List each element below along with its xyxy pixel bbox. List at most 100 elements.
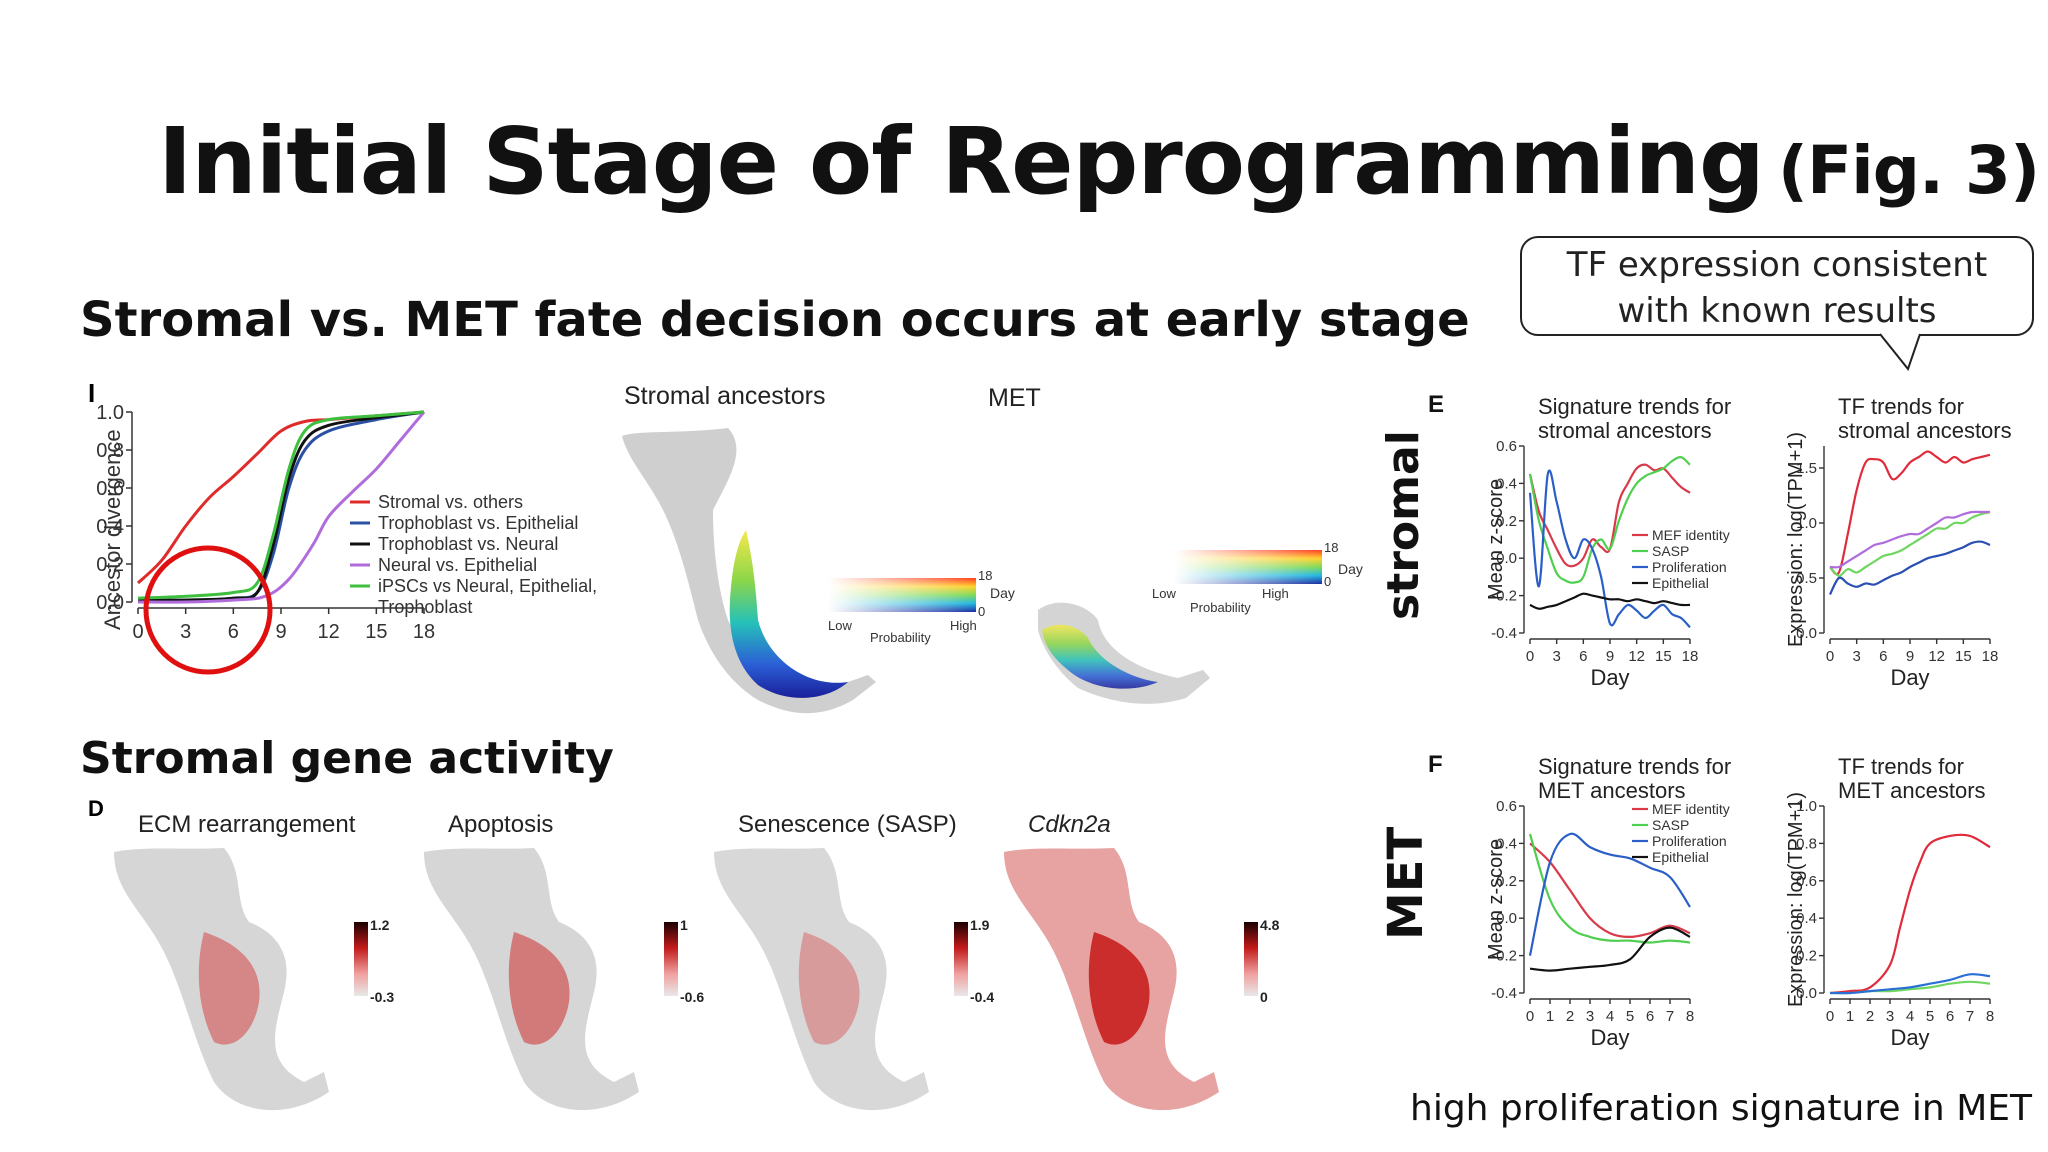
panel-f-left-legend-label: Proliferation xyxy=(1652,833,1727,849)
panel-i-legend-label: Trophoblast xyxy=(378,597,472,617)
panel-e-left-title-line2: stromal ancestors xyxy=(1538,418,1712,443)
panel-e-right-xtick-label: 15 xyxy=(1955,648,1972,665)
panel-i-series-line xyxy=(137,411,426,604)
panel-e-left-ytick-label: 0.2 xyxy=(1496,513,1517,530)
panel-e-left-series-line xyxy=(1528,469,1691,629)
panel-e-right-title-line2: stromal ancestors xyxy=(1838,418,2012,443)
panel-e-left-series-line xyxy=(1529,592,1691,610)
panel-e-right-ytick-label: 1.0 xyxy=(1796,515,1817,532)
title-fig-ref: (Fig. 3) xyxy=(1777,132,2040,209)
panel-d-map-title: Cdkn2a xyxy=(1028,811,1111,838)
panel-f-left-ylabel: Mean z-score xyxy=(1485,839,1507,960)
slide-title: Initial Stage of Reprogramming (Fig. 3) xyxy=(158,108,2040,215)
panel-f-right-xtick-label: 5 xyxy=(1926,1008,1934,1025)
stromal-map-probability xyxy=(729,530,848,698)
panel-f-left-xlabel: Day xyxy=(1590,1025,1629,1050)
panel-i-xtick-label: 18 xyxy=(413,621,435,643)
panel-d-colorbar-max: 4.8 xyxy=(1260,917,1280,933)
panel-f-right-xlabel: Day xyxy=(1890,1025,1929,1050)
panel-i-series-line xyxy=(137,410,425,602)
panel-e-left-ylabel: Mean z-score xyxy=(1485,479,1507,600)
panel-f-left-ytick-label: 0.6 xyxy=(1496,798,1517,815)
panel-i-legend-label: iPSCs vs Neural, Epithelial, xyxy=(378,576,597,596)
panel-i-legend-label: Stromal vs. others xyxy=(378,492,523,512)
fate-maps: 18 0 Day Low High Probability 18 0 Day L… xyxy=(622,428,1363,714)
panel-i-letter: I xyxy=(88,380,95,408)
panel-d-map-activity xyxy=(508,932,570,1045)
panel-e-left-ytick-label: 0.6 xyxy=(1496,438,1517,455)
panel-f-right-xtick-label: 0 xyxy=(1826,1008,1834,1025)
panel-d-colorbar-min: -0.4 xyxy=(970,989,994,1005)
panel-f-right-title-line2: MET ancestors xyxy=(1838,778,1986,803)
panel-f-left-series-line xyxy=(1529,842,1691,939)
callout-box: TF expression consistent with known resu… xyxy=(1520,236,2034,336)
panel-d: D ECM rearrangement 1.2 -0.3 Apoptosis 1 -0.6… xyxy=(88,796,1280,1111)
panel-f-left-title-line2: MET ancestors xyxy=(1538,778,1686,803)
panel-i-ytick-label: 0.6 xyxy=(96,478,124,500)
panel-f-right-ytick-label: 0.4 xyxy=(1796,910,1817,927)
met-scale-probability: Probability xyxy=(1190,600,1251,615)
panel-d-letter: D xyxy=(88,796,104,821)
title-text: Initial Stage of Reprogramming xyxy=(158,108,1765,215)
panel-f-right-xtick-label: 7 xyxy=(1966,1008,1974,1025)
panel-i-xtick-label: 6 xyxy=(228,621,239,643)
panel-f-left-xtick-label: 2 xyxy=(1566,1008,1574,1025)
panel-d-map-activity xyxy=(198,932,260,1045)
panel-e-letter: E xyxy=(1428,391,1444,418)
panel-e-left-legend-label: MEF identity xyxy=(1652,527,1730,543)
panel-e-left-ytick-label: -0.2 xyxy=(1491,588,1517,605)
callout-line-2: with known results xyxy=(1617,291,1937,331)
met-scale-high: High xyxy=(1262,586,1289,601)
panel-f-left-ytick-label: 0.0 xyxy=(1496,910,1517,927)
panel-i-xtick-label: 15 xyxy=(365,621,387,643)
panel-d-colorbar-min: -0.6 xyxy=(680,989,704,1005)
met-map-probability xyxy=(1042,624,1158,689)
panel-e-right-ytick-label: 1.5 xyxy=(1796,460,1817,477)
panel-f-left-title-line1: Signature trends for xyxy=(1538,754,1731,779)
panel-f-right-ylabel: Expression: log(TPM+1) xyxy=(1785,792,1807,1007)
panel-e-right-ytick-label: 0.5 xyxy=(1796,570,1817,587)
met-scale: 18 0 Day Low High Probability xyxy=(1152,540,1363,615)
panel-e-left-xtick-label: 18 xyxy=(1682,648,1699,665)
panel-e-right-xtick-label: 12 xyxy=(1928,648,1945,665)
panel-i-ytick-label: 0.8 xyxy=(96,440,124,462)
panel-f-right-ytick-label: 0.2 xyxy=(1796,948,1817,965)
map-met-title: MET xyxy=(988,384,1041,412)
panel-e-right-xtick-label: 6 xyxy=(1879,648,1887,665)
met-scale-low: Low xyxy=(1152,586,1176,601)
panel-i-ylabel: Ancestor divergence xyxy=(100,429,125,630)
panel-e-right-xtick-label: 18 xyxy=(1982,648,1999,665)
panel-f-left-xtick-label: 6 xyxy=(1646,1008,1654,1025)
panel-d-map-activity xyxy=(798,932,860,1045)
panel-e-left-ytick-label: -0.4 xyxy=(1491,625,1517,642)
stromal-scale-high: High xyxy=(950,618,977,633)
panel-i-legend-label: Trophoblast vs. Neural xyxy=(378,534,558,554)
panel-e-left-xtick-label: 9 xyxy=(1606,648,1614,665)
callout-tail xyxy=(1880,333,1921,372)
panel-i-series xyxy=(136,410,426,604)
stromal-scale-top: 18 xyxy=(978,568,992,583)
callout-line-1: TF expression consistent xyxy=(1566,245,1988,285)
panel-f-right-series-line xyxy=(1829,833,1991,995)
stromal-scale-bottom: 0 xyxy=(978,604,985,619)
met-scale-day: Day xyxy=(1338,561,1363,577)
panel-e-left-title-line1: Signature trends for xyxy=(1538,394,1731,419)
panel-f-right-ytick-label: 0.8 xyxy=(1796,835,1817,852)
panel-d-maps: ECM rearrangement 1.2 -0.3 Apoptosis 1 -0.6 Se… xyxy=(114,811,1280,1111)
panel-f-right-series-line xyxy=(1829,973,1991,995)
panel-d-colorbar xyxy=(354,922,368,996)
panel-f-right-xtick-label: 4 xyxy=(1906,1008,1914,1025)
panel-f-left-series-line xyxy=(1528,833,1691,944)
panel-d-colorbar xyxy=(1244,922,1258,996)
panel-d-colorbar-max: 1 xyxy=(680,917,688,933)
panel-e-right-series-line xyxy=(1829,540,1991,596)
panel-f-right-title-line1: TF trends for xyxy=(1838,754,1964,779)
panel-i-ytick-label: 0.2 xyxy=(96,554,124,576)
panel-f-left-legend-label: SASP xyxy=(1652,817,1689,833)
panel-f-letter: F xyxy=(1428,751,1443,778)
panel-e-right-xtick-label: 9 xyxy=(1906,648,1914,665)
stromal-scale-day: Day xyxy=(990,585,1015,601)
panel-f-right-xtick-label: 6 xyxy=(1946,1008,1954,1025)
